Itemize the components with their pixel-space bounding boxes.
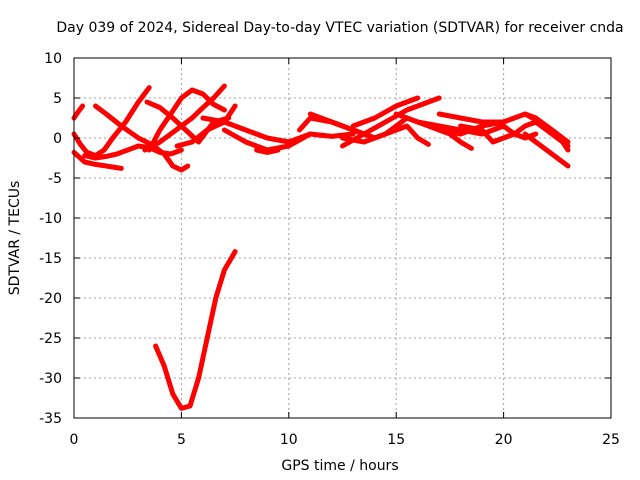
x-axis-label: GPS time / hours xyxy=(281,458,398,474)
plot-frame xyxy=(73,57,612,419)
series-arc-03 xyxy=(71,149,124,171)
series-arc-05 xyxy=(82,143,184,161)
y-tick-label: -10 xyxy=(39,211,62,227)
grid xyxy=(74,58,611,418)
series-arc-12 xyxy=(254,147,281,155)
series-arc-09 xyxy=(146,87,227,153)
y-tick-label: 10 xyxy=(44,51,62,67)
x-tick-label: 10 xyxy=(280,432,298,448)
x-tick-label: 5 xyxy=(177,432,186,448)
x-tick-label: 20 xyxy=(495,432,513,448)
y-tick-label: 5 xyxy=(53,91,62,107)
y-tick-label: -5 xyxy=(48,171,62,187)
series-arc-01 xyxy=(71,103,86,121)
chart-title: Day 039 of 2024, Sidereal Day-to-day VTE… xyxy=(56,20,623,36)
y-axis-label: SDTVAR / TECUs xyxy=(7,181,23,296)
series-group xyxy=(71,83,571,411)
series-arc-08 xyxy=(174,103,238,149)
y-tick-label: -15 xyxy=(39,251,62,267)
axis-ticks: 0 5 10 15 20 25 10 5 0 -5 -10 -15 -20 -25 -30 -35 xyxy=(39,51,620,448)
series-arc-26 xyxy=(153,249,238,411)
series-arc-10 xyxy=(200,115,356,145)
series-arc-24 xyxy=(522,131,571,169)
series-arc-25 xyxy=(522,111,571,153)
y-tick-label: -25 xyxy=(39,331,62,347)
x-tick-label: 0 xyxy=(70,432,79,448)
y-tick-label: 0 xyxy=(53,131,62,147)
y-tick-label: -30 xyxy=(39,371,62,387)
x-tick-label: 15 xyxy=(387,432,405,448)
series-arc-21 xyxy=(458,119,571,149)
series-arc-22 xyxy=(436,127,474,151)
y-tick-label: -35 xyxy=(39,411,62,427)
series-arc-02 xyxy=(71,85,152,159)
y-tick-label: -20 xyxy=(39,291,62,307)
series-arc-19 xyxy=(415,119,507,137)
x-tick-label: 25 xyxy=(602,432,620,448)
series-arc-16 xyxy=(350,95,421,129)
